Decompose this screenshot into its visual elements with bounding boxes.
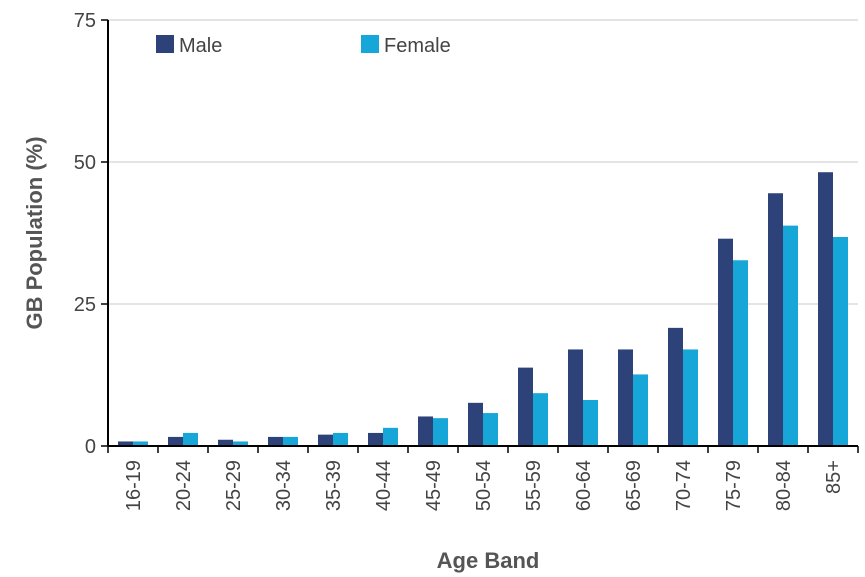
y-tick-label: 25 xyxy=(74,294,96,316)
x-tick-labels: 16-19 20-24 25-29 30-34 35-39 40-44 45-49 50-54… xyxy=(123,460,845,511)
x-tick-label: 40-44 xyxy=(373,460,395,511)
y-tick-label: 0 xyxy=(85,436,96,458)
bar-male-55-59 xyxy=(518,367,533,446)
bar-female-16-19 xyxy=(133,441,148,446)
bar-male-70-74 xyxy=(668,327,683,446)
axes xyxy=(101,19,859,453)
bar-female-80-84 xyxy=(783,225,798,446)
bar-male-85+ xyxy=(818,172,833,446)
bar-male-75-79 xyxy=(718,238,733,446)
bar-female-50-54 xyxy=(483,413,498,446)
bar-female-60-64 xyxy=(583,399,598,446)
bar-female-45-49 xyxy=(433,418,448,446)
y-tick-labels: 0 25 50 75 xyxy=(74,10,96,458)
y-tick-label: 50 xyxy=(74,152,96,174)
legend-label-female: Female xyxy=(384,35,451,57)
x-tick-label: 25-29 xyxy=(223,460,245,511)
bar-female-85+ xyxy=(833,236,848,446)
bar-female-20-24 xyxy=(183,432,198,446)
bar-male-80-84 xyxy=(768,193,783,446)
x-tick-label: 80-84 xyxy=(773,460,795,511)
bar-male-60-64 xyxy=(568,349,583,446)
bar-female-65-69 xyxy=(633,374,648,446)
x-tick-label: 45-49 xyxy=(423,460,445,511)
x-tick-label: 65-69 xyxy=(623,460,645,511)
legend-swatch-male xyxy=(156,35,174,53)
bar-female-40-44 xyxy=(383,427,398,446)
bars xyxy=(118,172,848,446)
x-tick-label: 60-64 xyxy=(573,460,595,511)
x-tick-label: 35-39 xyxy=(323,460,345,511)
x-tick-label: 75-79 xyxy=(723,460,745,511)
bar-male-16-19 xyxy=(118,441,133,446)
x-tick-label: 55-59 xyxy=(523,460,545,511)
bar-male-65-69 xyxy=(618,349,633,446)
legend-swatch-female xyxy=(361,35,379,53)
x-axis-title: Age Band xyxy=(437,548,540,573)
x-tick-label: 85+ xyxy=(823,460,845,494)
bar-male-40-44 xyxy=(368,432,383,446)
bar-male-45-49 xyxy=(418,416,433,446)
x-tick-label: 30-34 xyxy=(273,460,295,511)
x-tick-label: 50-54 xyxy=(473,460,495,511)
x-tick-label: 20-24 xyxy=(173,460,195,511)
bar-female-35-39 xyxy=(333,432,348,446)
bar-male-35-39 xyxy=(318,434,333,446)
bar-male-25-29 xyxy=(218,439,233,446)
bar-female-70-74 xyxy=(683,349,698,446)
x-tick-label: 16-19 xyxy=(123,460,145,511)
x-tick-label: 70-74 xyxy=(673,460,695,511)
legend: Male Female xyxy=(156,35,451,57)
bar-male-50-54 xyxy=(468,402,483,446)
y-axis-title: GB Population (%) xyxy=(22,136,47,329)
bar-male-30-34 xyxy=(268,436,283,446)
bar-female-75-79 xyxy=(733,260,748,446)
y-tick-label: 75 xyxy=(74,10,96,32)
bar-male-20-24 xyxy=(168,436,183,446)
bar-female-30-34 xyxy=(283,436,298,446)
bar-female-55-59 xyxy=(533,393,548,446)
bar-female-25-29 xyxy=(233,441,248,446)
legend-label-male: Male xyxy=(179,35,222,57)
